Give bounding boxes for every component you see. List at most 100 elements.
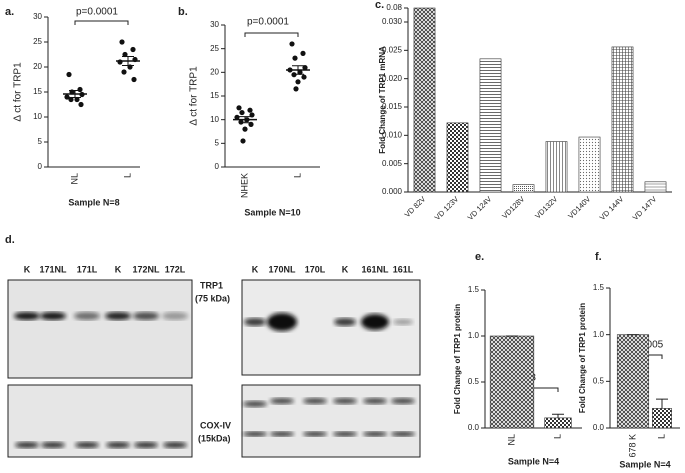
x-tick-label: VD 82V: [403, 194, 428, 219]
y-tick-label: 0.08: [386, 3, 402, 12]
blot-label: (15kDa): [198, 433, 231, 443]
blot-cox-right: [241, 384, 421, 458]
lane-label: K: [252, 264, 259, 274]
blot-band: [391, 431, 415, 437]
lane-label: K: [342, 264, 349, 274]
y-tick-label: 30: [33, 12, 42, 21]
y-tick-label: 0.030: [382, 17, 403, 26]
x-tick-label: VD140V: [566, 194, 592, 220]
lane-label: K: [115, 264, 122, 274]
bar: [578, 136, 601, 193]
sem-bar: [122, 56, 134, 66]
x-tick-label: L: [656, 434, 666, 439]
data-point: [300, 50, 306, 57]
lane-label: 170L: [305, 264, 326, 274]
x-tick-label: VD128V: [500, 194, 526, 220]
blot-label: (75 kDa): [195, 293, 230, 303]
blot-band: [105, 312, 131, 320]
y-tick-label: 15: [210, 91, 219, 100]
data-point: [117, 59, 123, 65]
y-axis-label: Fold Change of TRP1 protein: [578, 303, 587, 413]
lane-label: 172L: [165, 264, 186, 274]
blot-band: [75, 442, 99, 448]
data-point: [64, 94, 70, 100]
data-point: [130, 46, 136, 53]
blot-band: [363, 431, 387, 437]
error-bar: [656, 398, 668, 409]
bracket: [74, 20, 129, 25]
bar: [544, 417, 572, 429]
data-point: [289, 41, 295, 47]
blot-band: [14, 312, 40, 320]
blot-label: TRP1: [200, 280, 223, 290]
y-tick-label: 20: [33, 62, 42, 71]
y-tick-label: 0.000: [382, 187, 403, 196]
y-tick-label: 0.015: [382, 102, 403, 111]
data-point: [301, 74, 307, 80]
y-tick-label: 0.5: [593, 376, 605, 385]
lane-label: 161L: [393, 264, 414, 274]
blot-band: [244, 318, 266, 326]
sem-bar: [292, 65, 304, 75]
lane-label: 171NL: [39, 264, 67, 274]
data-point: [77, 86, 83, 93]
y-tick-label: 15: [33, 87, 42, 96]
bar: [446, 122, 469, 193]
data-point: [297, 69, 303, 75]
data-point: [122, 51, 128, 58]
y-tick-label: 0.5: [468, 377, 480, 386]
y-tick-label: 0.010: [382, 130, 403, 139]
y-tick-label: 25: [210, 44, 219, 53]
y-tick-label: 10: [33, 112, 42, 121]
blot-band: [303, 398, 327, 404]
x-tick-label: VD 147V: [631, 194, 659, 222]
panel-label: c.: [375, 0, 384, 11]
blot-band: [270, 398, 294, 404]
data-point: [247, 107, 253, 113]
y-tick-label: 20: [210, 67, 219, 76]
data-point: [119, 39, 125, 45]
data-point: [293, 86, 299, 92]
x-tick-label: L: [552, 434, 562, 439]
lane-label: 161NL: [361, 264, 389, 274]
bar: [616, 334, 650, 429]
y-tick-label: 30: [210, 20, 219, 29]
bar: [512, 184, 535, 193]
data-point: [242, 126, 248, 132]
lane-label: K: [24, 264, 31, 274]
panel-label: a.: [5, 6, 14, 18]
data-point: [239, 109, 245, 116]
data-point: [238, 119, 244, 125]
data-point: [68, 96, 74, 103]
x-tick-label: VD 123V: [433, 194, 461, 222]
bar: [413, 7, 436, 193]
panel-label: e.: [475, 251, 484, 263]
blot-band: [40, 312, 66, 320]
blot-band: [393, 319, 413, 325]
blot-band: [391, 398, 415, 404]
y-tick-label: 1.5: [468, 285, 480, 294]
y-tick-label: 25: [33, 37, 42, 46]
panel-label: b.: [178, 6, 188, 18]
x-tick-label: VD 124V: [466, 194, 494, 222]
y-tick-label: 1.0: [593, 330, 605, 339]
x-tick-label: 678 K: [627, 434, 637, 458]
bar: [479, 58, 502, 193]
x-axis-label: Sample N=4: [508, 456, 559, 466]
data-point: [121, 69, 127, 75]
blot-band: [363, 398, 387, 404]
blot-band: [270, 431, 294, 437]
blot-band: [333, 431, 357, 437]
data-point: [78, 101, 84, 108]
p-value: p=0.0001: [76, 7, 118, 18]
sem-bar: [239, 116, 251, 124]
data-point: [236, 105, 242, 111]
blot-band: [267, 313, 297, 331]
y-tick-label: 1.5: [593, 283, 605, 292]
sem-bar: [69, 90, 81, 98]
data-point: [74, 96, 80, 103]
blot-label: COX-IV: [200, 420, 231, 430]
y-axis-label: Δ ct for TRP1: [13, 62, 24, 122]
bar: [489, 335, 535, 429]
